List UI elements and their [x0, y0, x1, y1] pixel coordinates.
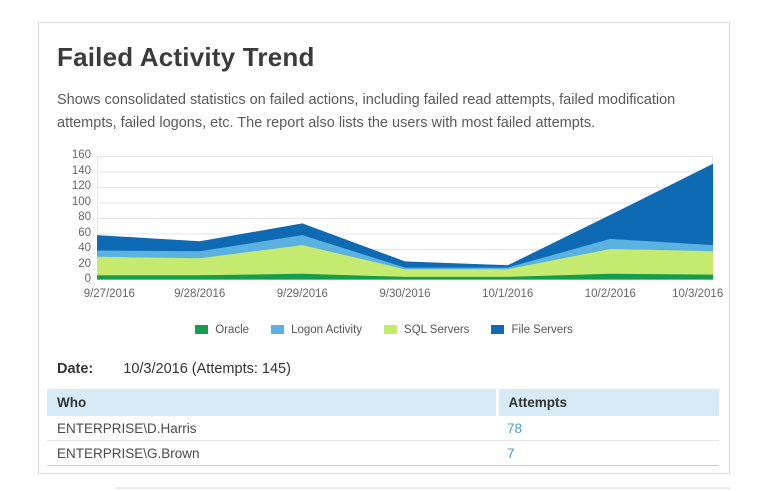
y-tick-label: 20 [78, 257, 91, 270]
y-tick-label: 80 [78, 211, 91, 224]
legend-label: SQL Servers [404, 323, 470, 336]
legend-label: Oracle [215, 323, 250, 336]
page-title: Failed Activity Trend [57, 42, 315, 72]
x-tick-label: 10/3/2016 [672, 287, 724, 300]
attempts-link[interactable]: 78 [507, 420, 523, 436]
y-tick-label: 60 [78, 226, 91, 239]
chart-legend: Oracle Logon Activity SQL Servers File Serv… [57, 324, 711, 336]
legend-item: SQL Servers [384, 324, 469, 336]
y-tick-label: 120 [71, 180, 91, 193]
legend-item: Logon Activity [271, 324, 362, 336]
legend-item: File Servers [491, 323, 573, 336]
legend-swatch-icon [491, 325, 505, 335]
x-tick-label: 9/30/2016 [379, 287, 431, 300]
y-tick-label: 0 [84, 273, 91, 286]
legend-swatch-icon [271, 325, 285, 335]
x-tick-label: 9/28/2016 [174, 287, 226, 300]
column-header-attempts: Attempts [497, 388, 719, 416]
legend-item: Oracle [195, 324, 249, 336]
y-tick-label: 100 [71, 195, 91, 208]
report-card: Failed Activity Trend Shows consolidated… [38, 22, 730, 474]
date-label: Date: [57, 360, 94, 377]
table-row: ENTERPRISE\G.Brown 7 [47, 440, 719, 467]
date-value: 10/3/2016 (Attempts: 145) [123, 360, 291, 377]
table-header-row: Who Attempts [47, 388, 719, 416]
x-tick-label: 9/27/2016 [83, 287, 135, 300]
legend-label: Logon Activity [291, 323, 363, 336]
chart-plot-area: 0 20 40 60 80 100 120 140 160 [72, 149, 713, 285]
next-card-top-edge [115, 487, 730, 489]
y-tick-label: 160 [71, 149, 91, 162]
table-row: ENTERPRISE\D.Harris 78 [47, 415, 719, 442]
attempts-link[interactable]: 7 [507, 445, 515, 461]
x-tick-label: 9/29/2016 [276, 287, 328, 300]
y-tick-label: 40 [78, 242, 91, 255]
column-header-who: Who [47, 388, 499, 416]
top-users-table: Who Attempts ENTERPRISE\D.Harris 78 ENTE… [47, 388, 719, 467]
who-cell: ENTERPRISE\D.Harris [47, 415, 497, 442]
stacked-area-chart[interactable] [97, 155, 713, 280]
y-tick-label: 140 [71, 164, 91, 177]
x-tick-label: 10/1/2016 [482, 287, 534, 300]
legend-label: File Servers [511, 323, 573, 336]
x-tick-label: 10/2/2016 [584, 287, 636, 300]
legend-swatch-icon [384, 325, 398, 335]
detail-date-row: Date: 10/3/2016 (Attempts: 145) [57, 361, 711, 377]
failed-activity-chart: 0 20 40 60 80 100 120 140 160 9/27/2016 9/28/2016… [57, 149, 724, 336]
report-description: Shows consolidated statistics on failed … [57, 92, 676, 132]
legend-swatch-icon [195, 325, 209, 335]
x-axis-labels: 9/27/2016 9/28/2016 9/29/2016 9/30/2016 10/1… [84, 287, 724, 303]
who-cell: ENTERPRISE\G.Brown [47, 440, 497, 467]
